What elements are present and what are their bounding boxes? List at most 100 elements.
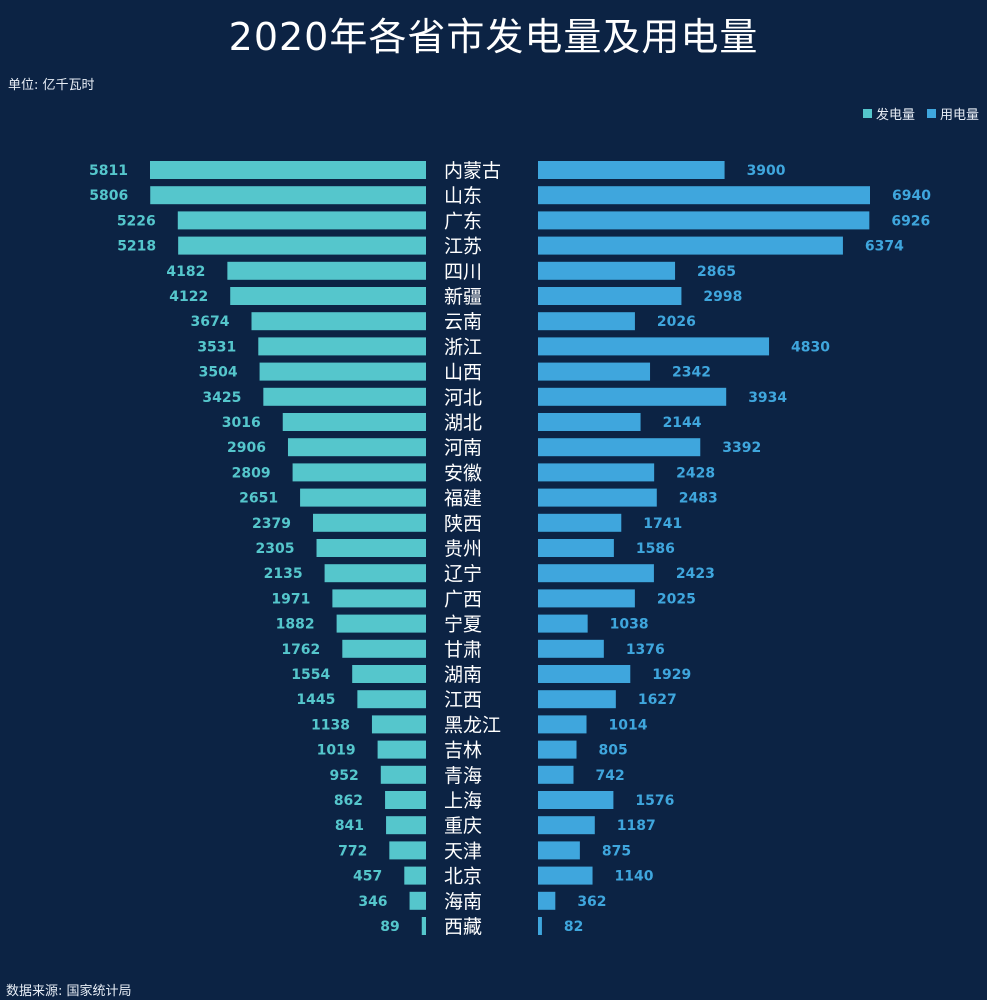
label-generation-14: 2379: [252, 516, 291, 532]
bar-consumption-4: [538, 261, 676, 280]
legend-item-generation: 发电量: [862, 104, 915, 123]
province-label-11: 河南: [444, 437, 482, 459]
province-label-30: 西藏: [444, 916, 482, 938]
province-label-15: 贵州: [444, 538, 482, 560]
label-generation-4: 4182: [166, 264, 205, 280]
bar-generation-12: [292, 463, 426, 482]
bar-consumption-10: [538, 413, 641, 431]
label-consumption-30: 82: [564, 919, 583, 935]
province-label-25: 上海: [444, 790, 482, 812]
legend-swatch-generation: [862, 109, 872, 118]
bar-generation-23: [377, 740, 426, 759]
label-consumption-17: 2025: [657, 591, 696, 607]
bar-generation-15: [316, 539, 426, 557]
label-generation-1: 5806: [89, 188, 128, 204]
label-consumption-15: 1586: [636, 541, 675, 557]
label-generation-0: 5811: [89, 163, 128, 179]
label-generation-20: 1554: [291, 667, 330, 683]
bar-generation-21: [357, 690, 426, 709]
label-generation-10: 3016: [222, 415, 261, 431]
label-generation-30: 89: [380, 919, 399, 935]
label-generation-5: 4122: [169, 289, 208, 305]
bar-generation-2: [177, 211, 426, 230]
label-generation-12: 2809: [232, 465, 271, 481]
label-generation-21: 1445: [296, 692, 335, 708]
bar-consumption-27: [538, 841, 580, 860]
bar-consumption-2: [538, 211, 870, 230]
bar-generation-9: [263, 387, 426, 406]
bar-generation-28: [404, 866, 426, 885]
bar-consumption-29: [538, 891, 556, 910]
label-generation-15: 2305: [256, 541, 295, 557]
label-consumption-1: 6940: [892, 188, 931, 204]
chart-title: 2020年各省市发电量及用电量: [228, 15, 759, 59]
label-consumption-0: 3900: [747, 163, 786, 179]
label-generation-28: 457: [353, 869, 382, 885]
label-generation-18: 1882: [276, 617, 315, 633]
legend-swatch-consumption: [926, 109, 936, 118]
bar-generation-20: [352, 665, 426, 683]
label-consumption-24: 742: [595, 768, 624, 784]
bar-generation-27: [389, 841, 426, 860]
bar-consumption-16: [538, 564, 654, 583]
province-label-26: 重庆: [444, 815, 482, 837]
legend-item-consumption: 用电量: [926, 104, 979, 123]
label-generation-6: 3674: [191, 314, 230, 330]
bar-generation-25: [385, 791, 426, 809]
label-consumption-12: 2428: [676, 465, 715, 481]
label-consumption-3: 6374: [865, 239, 904, 255]
label-consumption-8: 2342: [672, 365, 711, 381]
label-generation-19: 1762: [281, 642, 320, 658]
label-generation-13: 2651: [239, 491, 278, 507]
source-label: 数据来源: 国家统计局: [6, 984, 132, 999]
label-consumption-18: 1038: [610, 617, 649, 633]
label-consumption-27: 875: [602, 843, 631, 859]
label-consumption-7: 4830: [791, 339, 830, 355]
label-generation-8: 3504: [199, 365, 238, 381]
bar-generation-3: [178, 236, 426, 255]
legend: 发电量 用电量: [857, 104, 979, 123]
bar-consumption-11: [538, 438, 701, 457]
province-label-18: 宁夏: [444, 614, 482, 636]
bar-consumption-22: [538, 715, 587, 734]
bar-generation-29: [409, 891, 426, 910]
bar-generation-14: [313, 513, 426, 532]
province-label-10: 湖北: [444, 412, 482, 434]
bar-consumption-23: [538, 740, 577, 759]
bar-generation-17: [332, 589, 426, 608]
label-generation-24: 952: [330, 768, 359, 784]
label-generation-16: 2135: [264, 566, 303, 582]
province-label-16: 辽宁: [444, 563, 482, 585]
province-label-0: 内蒙古: [444, 160, 501, 182]
label-consumption-22: 1014: [609, 717, 648, 733]
label-consumption-25: 1576: [635, 793, 674, 809]
bar-generation-8: [259, 362, 426, 381]
bar-consumption-20: [538, 665, 631, 683]
bar-consumption-18: [538, 614, 588, 633]
province-label-14: 陕西: [444, 513, 482, 535]
bar-consumption-6: [538, 312, 635, 331]
label-consumption-2: 6926: [891, 213, 930, 229]
province-label-19: 甘肃: [444, 639, 482, 661]
label-generation-23: 1019: [317, 743, 356, 759]
bar-generation-18: [336, 614, 426, 633]
bar-generation-1: [150, 186, 426, 205]
bar-generation-26: [386, 816, 426, 835]
bar-consumption-3: [538, 236, 843, 255]
label-generation-9: 3425: [202, 390, 241, 406]
label-generation-7: 3531: [197, 339, 236, 355]
province-label-9: 河北: [444, 387, 482, 409]
label-consumption-4: 2865: [697, 264, 736, 280]
province-label-29: 海南: [444, 891, 482, 913]
bar-generation-11: [287, 438, 426, 457]
bar-consumption-9: [538, 387, 727, 406]
bar-generation-0: [150, 161, 426, 179]
province-label-3: 江苏: [444, 236, 482, 258]
bar-generation-24: [380, 765, 426, 784]
bar-consumption-0: [538, 161, 725, 179]
bar-consumption-28: [538, 866, 593, 885]
label-consumption-16: 2423: [676, 566, 715, 582]
province-label-12: 安徽: [444, 462, 482, 484]
province-label-28: 北京: [444, 866, 482, 888]
